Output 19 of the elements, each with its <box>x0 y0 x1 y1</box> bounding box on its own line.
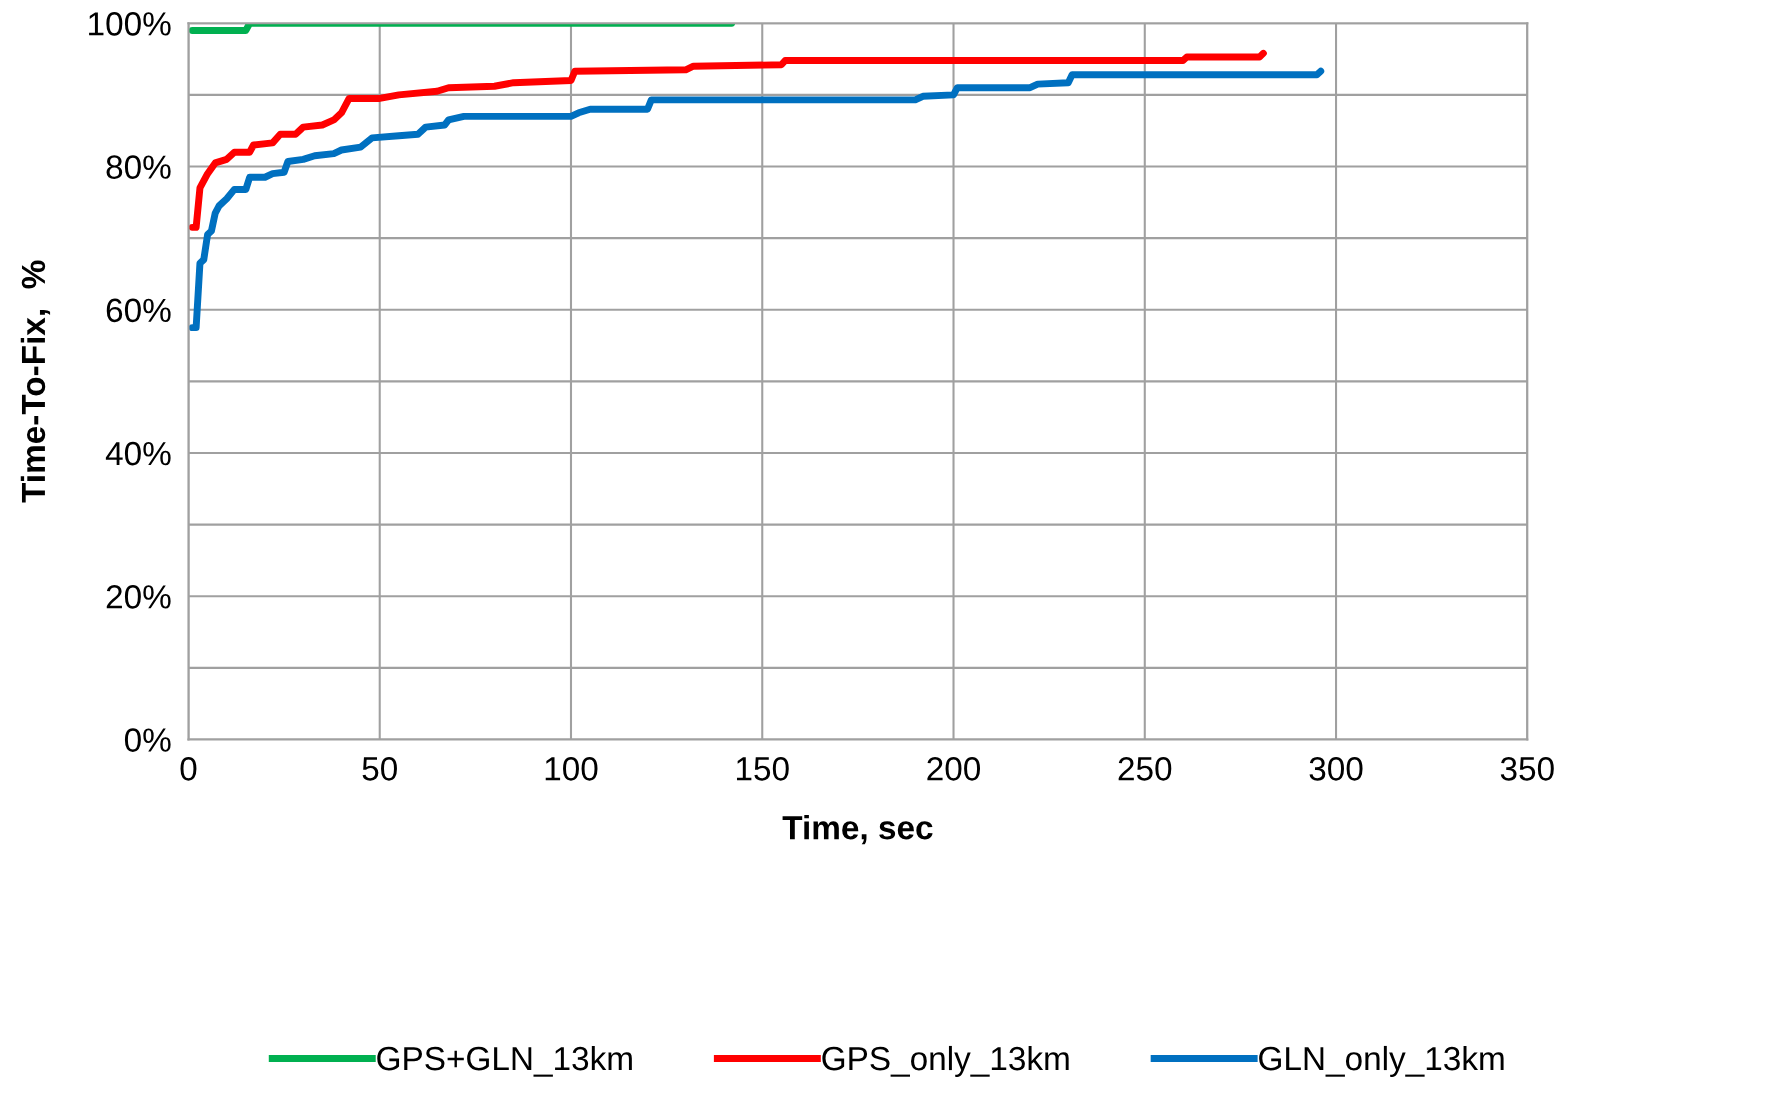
legend-label: GPS+GLN_13km <box>377 1045 632 1077</box>
y-tick-label: 20% <box>106 585 171 609</box>
y-tick-label: 60% <box>106 298 171 323</box>
y-tick-label: 80% <box>106 155 171 179</box>
y-tick-label: 100% <box>89 12 171 36</box>
y-tick-label: 0% <box>124 728 171 752</box>
x-tick-label: 0 <box>180 757 197 781</box>
x-axis-title: Time, sec <box>782 814 933 845</box>
x-tick-label: 50 <box>362 757 397 781</box>
x-tick-label: 100 <box>545 757 598 781</box>
x-tick-label: 350 <box>1500 757 1554 781</box>
legend-label: GLN_only_13km <box>1259 1045 1504 1077</box>
y-tick-label: 40% <box>105 441 171 466</box>
x-tick-label: 300 <box>1309 757 1363 781</box>
x-tick-label: 150 <box>736 757 789 781</box>
x-tick-label: 250 <box>1118 757 1172 781</box>
y-axis-title: Time-To-Fix, % <box>20 260 51 503</box>
legend-label: GPS_only_13km <box>822 1045 1069 1077</box>
x-tick-label: 200 <box>927 757 981 781</box>
